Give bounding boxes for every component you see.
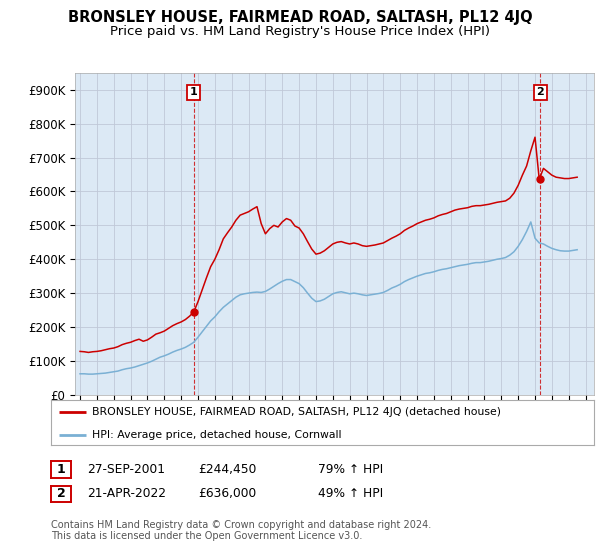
Text: £636,000: £636,000	[198, 487, 256, 501]
Text: 21-APR-2022: 21-APR-2022	[87, 487, 166, 501]
Text: BRONSLEY HOUSE, FAIRMEAD ROAD, SALTASH, PL12 4JQ (detached house): BRONSLEY HOUSE, FAIRMEAD ROAD, SALTASH, …	[92, 408, 501, 418]
Text: 1: 1	[190, 87, 197, 97]
Text: Contains HM Land Registry data © Crown copyright and database right 2024.
This d: Contains HM Land Registry data © Crown c…	[51, 520, 431, 542]
Text: BRONSLEY HOUSE, FAIRMEAD ROAD, SALTASH, PL12 4JQ: BRONSLEY HOUSE, FAIRMEAD ROAD, SALTASH, …	[68, 10, 532, 25]
Text: 27-SEP-2001: 27-SEP-2001	[87, 463, 165, 476]
Text: 49% ↑ HPI: 49% ↑ HPI	[318, 487, 383, 501]
Text: 79% ↑ HPI: 79% ↑ HPI	[318, 463, 383, 476]
Text: Price paid vs. HM Land Registry's House Price Index (HPI): Price paid vs. HM Land Registry's House …	[110, 25, 490, 38]
Text: 2: 2	[56, 487, 65, 501]
Text: 1: 1	[56, 463, 65, 476]
Text: £244,450: £244,450	[198, 463, 256, 476]
Text: HPI: Average price, detached house, Cornwall: HPI: Average price, detached house, Corn…	[92, 430, 341, 440]
Text: 2: 2	[536, 87, 544, 97]
